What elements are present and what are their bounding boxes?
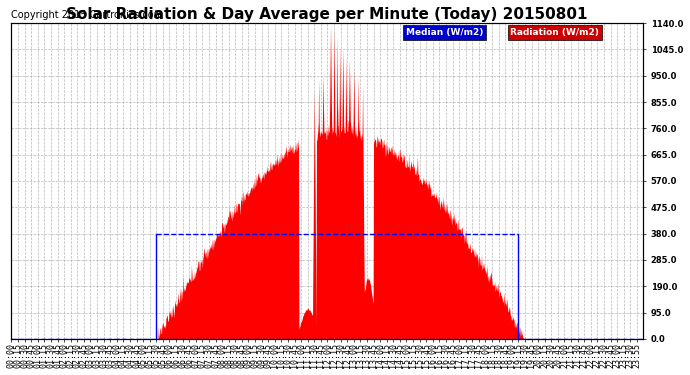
Title: Solar Radiation & Day Average per Minute (Today) 20150801: Solar Radiation & Day Average per Minute… bbox=[66, 7, 588, 22]
Text: Median (W/m2): Median (W/m2) bbox=[406, 28, 484, 37]
Text: Radiation (W/m2): Radiation (W/m2) bbox=[511, 28, 600, 37]
Text: Copyright 2015 Cartronics.com: Copyright 2015 Cartronics.com bbox=[12, 10, 164, 20]
